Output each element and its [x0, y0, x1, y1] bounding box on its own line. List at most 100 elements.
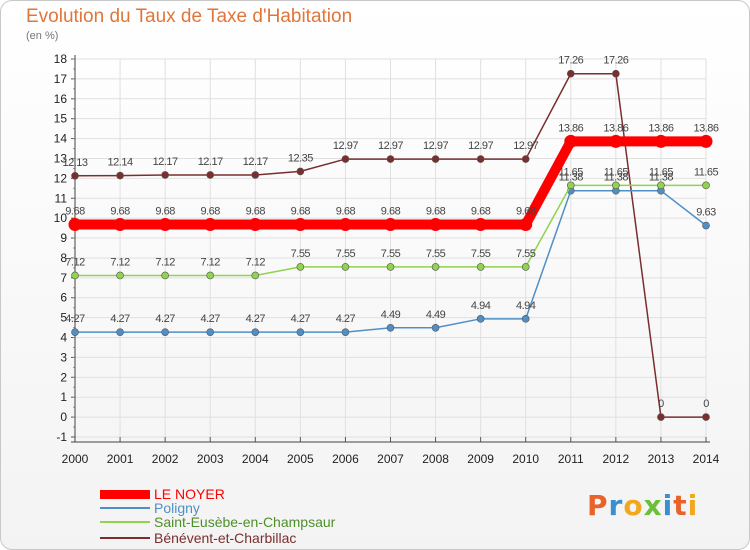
legend-item: LE NOYER: [100, 486, 225, 502]
legend-item: Saint-Eusèbe-en-Champsaur: [100, 514, 335, 530]
series-point: [161, 171, 169, 179]
series-point: [296, 328, 305, 336]
legend-label: Bénévent-et-Charbillac: [154, 530, 297, 546]
data-label: 12.17: [243, 156, 268, 168]
series-point: [161, 328, 169, 336]
x-tick-label: 2005: [287, 452, 314, 466]
series-point: [431, 155, 440, 163]
grid: [74, 58, 707, 438]
series-point: [251, 171, 260, 179]
y-tick-label: 9: [60, 231, 67, 245]
series-point: [203, 218, 217, 232]
legend-label: LE NOYER: [154, 486, 225, 502]
data-label: 7.55: [426, 248, 446, 260]
series-point: [71, 271, 79, 280]
data-label: 12.17: [153, 156, 178, 168]
series-point: [386, 323, 395, 332]
legend-item: Poligny: [100, 500, 200, 516]
series-point: [702, 221, 710, 230]
series-point: [251, 271, 260, 280]
data-label: 9.68: [201, 206, 221, 218]
x-tick-label: 2011: [558, 452, 584, 466]
series-point: [521, 263, 530, 271]
series-point: [612, 181, 620, 190]
data-label: 9.68: [516, 206, 536, 218]
data-label: 17.26: [603, 55, 628, 67]
data-label: 9.68: [65, 206, 85, 218]
y-tick-label: 3: [60, 350, 67, 364]
data-label: 0: [703, 398, 709, 410]
data-label: 11.65: [649, 166, 674, 178]
series-point: [657, 413, 665, 421]
series-point: [564, 134, 578, 148]
data-label: 9.63: [696, 207, 716, 219]
logo-letter: o: [623, 489, 644, 522]
data-label: 11.38: [559, 172, 584, 184]
data-label: 4.27: [291, 313, 311, 325]
data-label: 9.68: [381, 206, 401, 218]
data-label: 4.27: [246, 313, 266, 325]
series-point: [158, 218, 172, 232]
series-point: [206, 171, 215, 179]
series-point: [386, 263, 395, 271]
series-point: [429, 218, 443, 232]
series-point: [431, 323, 440, 332]
data-label: 7.55: [336, 248, 356, 260]
y-tick-label: 2: [60, 370, 67, 384]
series-point: [476, 155, 485, 163]
y-tick-label: 10: [54, 211, 68, 225]
series-point: [609, 134, 623, 148]
series-point: [161, 271, 169, 280]
data-label: 9.68: [291, 206, 311, 218]
data-label: 4.94: [516, 300, 536, 312]
x-tick-label: 2009: [467, 452, 494, 466]
legend-swatch: [100, 521, 150, 523]
data-label: 12.13: [62, 157, 87, 169]
series-point: [702, 181, 710, 190]
data-label: 9.68: [471, 206, 491, 218]
data-label: 4.49: [381, 309, 401, 321]
y-tick-label: 0: [60, 410, 67, 424]
series-point: [521, 155, 530, 163]
series-point: [431, 263, 440, 271]
x-tick-label: 2008: [422, 452, 449, 466]
data-label: 4.27: [155, 313, 175, 325]
data-label: 11.38: [649, 172, 674, 184]
series-point: [338, 218, 352, 232]
data-label: 9.68: [426, 206, 446, 218]
legend-label: Poligny: [154, 500, 200, 516]
y-tick-label: 15: [54, 112, 68, 126]
chart-title: Evolution du Taux de Taxe d'Habitation: [26, 6, 353, 27]
y-tick-label: 16: [54, 92, 68, 106]
data-label: 7.12: [65, 256, 85, 268]
series-point: [341, 155, 350, 163]
data-label: 11.38: [604, 172, 629, 184]
y-tick-label: 6: [60, 291, 67, 305]
legend-item: Bénévent-et-Charbillac: [100, 530, 296, 546]
data-label: 4.27: [110, 313, 130, 325]
y-tick-label: -1: [56, 430, 67, 444]
series-point: [476, 263, 485, 271]
data-label: 12.17: [198, 156, 223, 168]
series-point: [519, 218, 533, 232]
data-label: 13.86: [648, 122, 673, 134]
series-point: [296, 167, 305, 176]
data-label: 0: [658, 398, 664, 410]
series-point: [251, 328, 260, 336]
logo-letter: i: [687, 489, 699, 522]
y-tick-label: 1: [60, 390, 67, 404]
series-point: [386, 155, 395, 163]
legend-swatch: [100, 537, 150, 539]
data-label: 4.94: [471, 300, 491, 312]
y-tick-label: 13: [54, 151, 68, 165]
series-group: [68, 69, 713, 421]
series-point: [341, 328, 350, 336]
series-point: [248, 218, 262, 232]
data-label: 7.55: [291, 248, 311, 260]
data-label: 12.14: [108, 157, 133, 169]
data-label: 7.55: [516, 248, 536, 260]
y-tick-label: 8: [60, 251, 67, 265]
data-label: 12.97: [513, 140, 538, 152]
data-label: 12.97: [333, 140, 358, 152]
